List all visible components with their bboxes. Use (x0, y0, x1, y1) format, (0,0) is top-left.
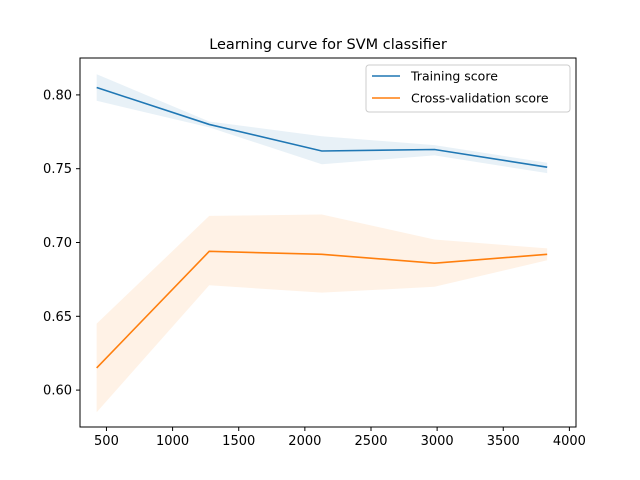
x-tick-label: 500 (94, 434, 119, 449)
y-tick-label: 0.70 (43, 236, 72, 251)
x-tick-label: 2500 (354, 434, 387, 449)
band-cross-validation (96, 214, 548, 413)
y-tick-label: 0.75 (43, 162, 72, 177)
x-tick-label: 1500 (222, 434, 255, 449)
y-tick-label: 0.80 (43, 88, 72, 103)
y-axis-ticks: 0.60 0.65 0.70 0.75 0.80 (43, 88, 80, 399)
confidence-bands (96, 74, 548, 413)
chart-title: Learning curve for SVM classifier (209, 37, 447, 53)
x-tick-label: 4000 (553, 434, 586, 449)
legend-label-training: Training score (410, 69, 498, 84)
legend-label-cross-validation: Cross-validation score (411, 91, 549, 106)
legend-box (365, 64, 571, 113)
x-tick-label: 1000 (156, 434, 189, 449)
x-tick-label: 3500 (487, 434, 520, 449)
y-tick-label: 0.65 (43, 310, 72, 325)
legend: Training score Cross-validation score (365, 64, 571, 113)
series-lines (96, 86, 548, 369)
line-training (96, 86, 548, 169)
y-tick-label: 0.60 (43, 384, 72, 399)
x-axis-ticks: 500 1000 1500 2000 2500 3000 3500 4000 (94, 427, 586, 449)
band-training (96, 74, 548, 174)
x-tick-label: 3000 (421, 434, 454, 449)
line-cross-validation (96, 250, 548, 369)
x-tick-label: 2000 (288, 434, 321, 449)
